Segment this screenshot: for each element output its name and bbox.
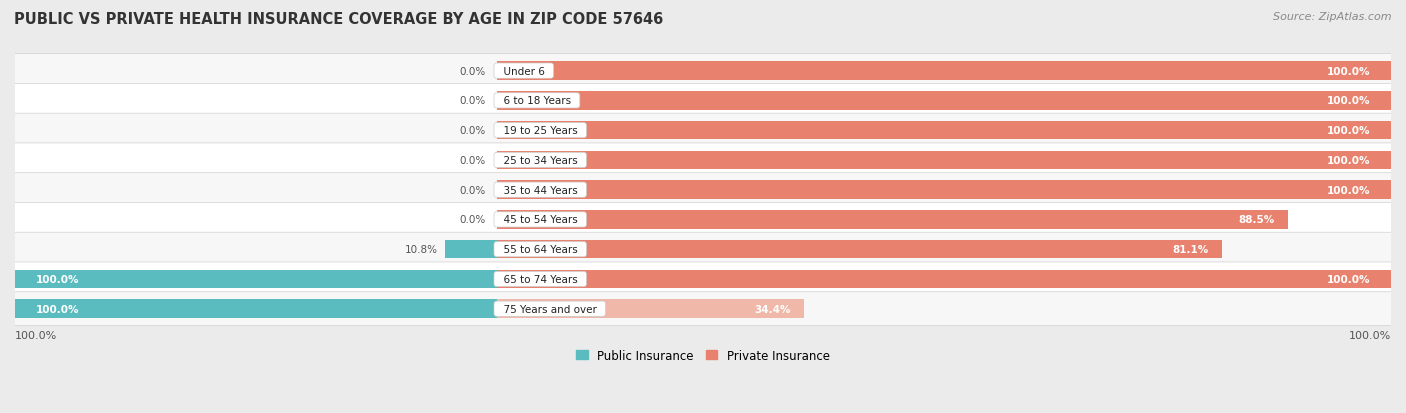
Text: 100.0%: 100.0%	[1327, 185, 1371, 195]
Text: Source: ZipAtlas.com: Source: ZipAtlas.com	[1274, 12, 1392, 22]
Text: 0.0%: 0.0%	[460, 185, 485, 195]
Bar	[444, 240, 496, 259]
Text: 65 to 74 Years: 65 to 74 Years	[496, 274, 583, 284]
FancyBboxPatch shape	[14, 114, 1392, 148]
Text: 100.0%: 100.0%	[1327, 96, 1371, 106]
Text: 19 to 25 Years: 19 to 25 Years	[496, 126, 583, 136]
Text: 0.0%: 0.0%	[460, 126, 485, 136]
Text: 0.0%: 0.0%	[460, 156, 485, 166]
Bar	[15, 300, 496, 318]
Text: 35 to 44 Years: 35 to 44 Years	[496, 185, 583, 195]
Text: 100.0%: 100.0%	[15, 330, 58, 340]
Text: 100.0%: 100.0%	[35, 304, 79, 314]
Text: 100.0%: 100.0%	[1327, 66, 1371, 76]
Text: 55 to 64 Years: 55 to 64 Years	[496, 244, 583, 254]
Text: 100.0%: 100.0%	[1327, 274, 1371, 284]
Text: 10.8%: 10.8%	[405, 244, 437, 254]
Bar	[496, 240, 1222, 259]
Legend: Public Insurance, Private Insurance: Public Insurance, Private Insurance	[571, 344, 835, 367]
Text: 45 to 54 Years: 45 to 54 Years	[496, 215, 583, 225]
Bar	[496, 211, 1288, 229]
FancyBboxPatch shape	[14, 144, 1392, 178]
Bar	[496, 151, 1391, 170]
Text: 88.5%: 88.5%	[1239, 215, 1274, 225]
Bar	[15, 270, 496, 288]
FancyBboxPatch shape	[14, 173, 1392, 207]
Bar	[496, 92, 1391, 110]
Text: 75 Years and over: 75 Years and over	[496, 304, 603, 314]
FancyBboxPatch shape	[14, 262, 1392, 296]
Text: 81.1%: 81.1%	[1173, 244, 1208, 254]
FancyBboxPatch shape	[14, 292, 1392, 326]
Bar	[496, 121, 1391, 140]
Text: 34.4%: 34.4%	[754, 304, 790, 314]
Text: 100.0%: 100.0%	[1348, 330, 1391, 340]
Text: 6 to 18 Years: 6 to 18 Years	[496, 96, 578, 106]
Bar	[496, 270, 1391, 288]
Text: Under 6: Under 6	[496, 66, 551, 76]
Text: PUBLIC VS PRIVATE HEALTH INSURANCE COVERAGE BY AGE IN ZIP CODE 57646: PUBLIC VS PRIVATE HEALTH INSURANCE COVER…	[14, 12, 664, 27]
Bar	[496, 181, 1391, 199]
Bar	[496, 62, 1391, 81]
FancyBboxPatch shape	[14, 84, 1392, 118]
FancyBboxPatch shape	[14, 203, 1392, 237]
Bar	[496, 300, 804, 318]
Text: 0.0%: 0.0%	[460, 96, 485, 106]
Text: 0.0%: 0.0%	[460, 66, 485, 76]
Text: 100.0%: 100.0%	[35, 274, 79, 284]
Text: 100.0%: 100.0%	[1327, 156, 1371, 166]
Text: 25 to 34 Years: 25 to 34 Years	[496, 156, 583, 166]
Text: 100.0%: 100.0%	[1327, 126, 1371, 136]
Text: 0.0%: 0.0%	[460, 215, 485, 225]
FancyBboxPatch shape	[14, 233, 1392, 266]
FancyBboxPatch shape	[14, 55, 1392, 88]
